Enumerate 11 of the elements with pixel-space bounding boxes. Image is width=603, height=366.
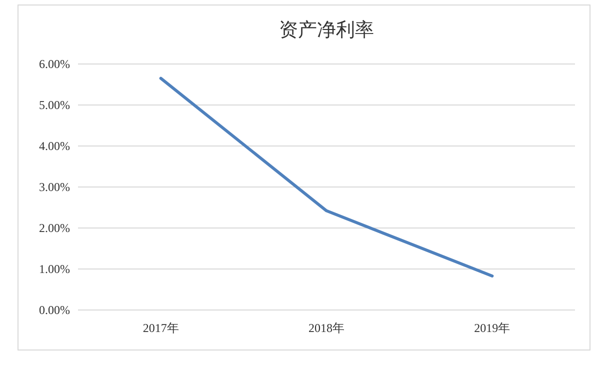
y-tick-label: 3.00% [39,180,70,194]
x-tick-label: 2018年 [308,321,344,335]
x-tick-label: 2017年 [142,321,179,335]
y-tick-label: 2.00% [39,221,70,236]
y-tick-label: 1.00% [39,262,70,276]
chart-title: 资产净利率 [279,19,374,41]
y-tick-label: 5.00% [39,98,70,112]
y-tick-label: 4.00% [39,139,70,154]
y-tick-label: 0.00% [39,303,70,318]
y-tick-label: 6.00% [39,57,70,72]
x-tick-label: 2019年 [474,321,510,335]
